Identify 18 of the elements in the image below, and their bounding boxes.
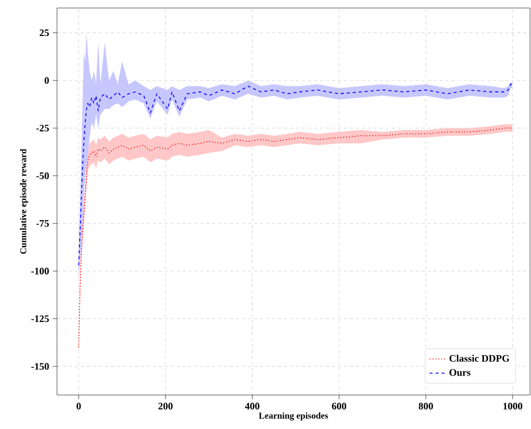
y-tick-label: -100 bbox=[31, 268, 49, 274]
y-tick-label: 25 bbox=[40, 29, 49, 36]
y-axis-title: Cumulative episode reward bbox=[20, 148, 28, 254]
x-tick-label: 800 bbox=[418, 402, 433, 410]
y-tick-label: -25 bbox=[36, 124, 49, 132]
legend-label: Classic DDPG bbox=[450, 354, 510, 362]
y-tick-label: -50 bbox=[36, 172, 49, 180]
x-tick-label: 600 bbox=[332, 402, 346, 410]
x-tick-label: 0 bbox=[76, 402, 81, 410]
y-tick-label: -75 bbox=[36, 220, 49, 227]
y-tick-label: -150 bbox=[31, 363, 49, 370]
legend-label: Ours bbox=[450, 369, 470, 376]
x-tick-label: 1000 bbox=[503, 402, 522, 410]
y-tick-label: -125 bbox=[31, 315, 49, 322]
x-tick-label: 400 bbox=[244, 402, 260, 410]
x-tick-label: 200 bbox=[158, 402, 173, 410]
y-tick-label: 0 bbox=[44, 77, 49, 84]
x-axis-title: Learning episodes bbox=[258, 412, 328, 421]
